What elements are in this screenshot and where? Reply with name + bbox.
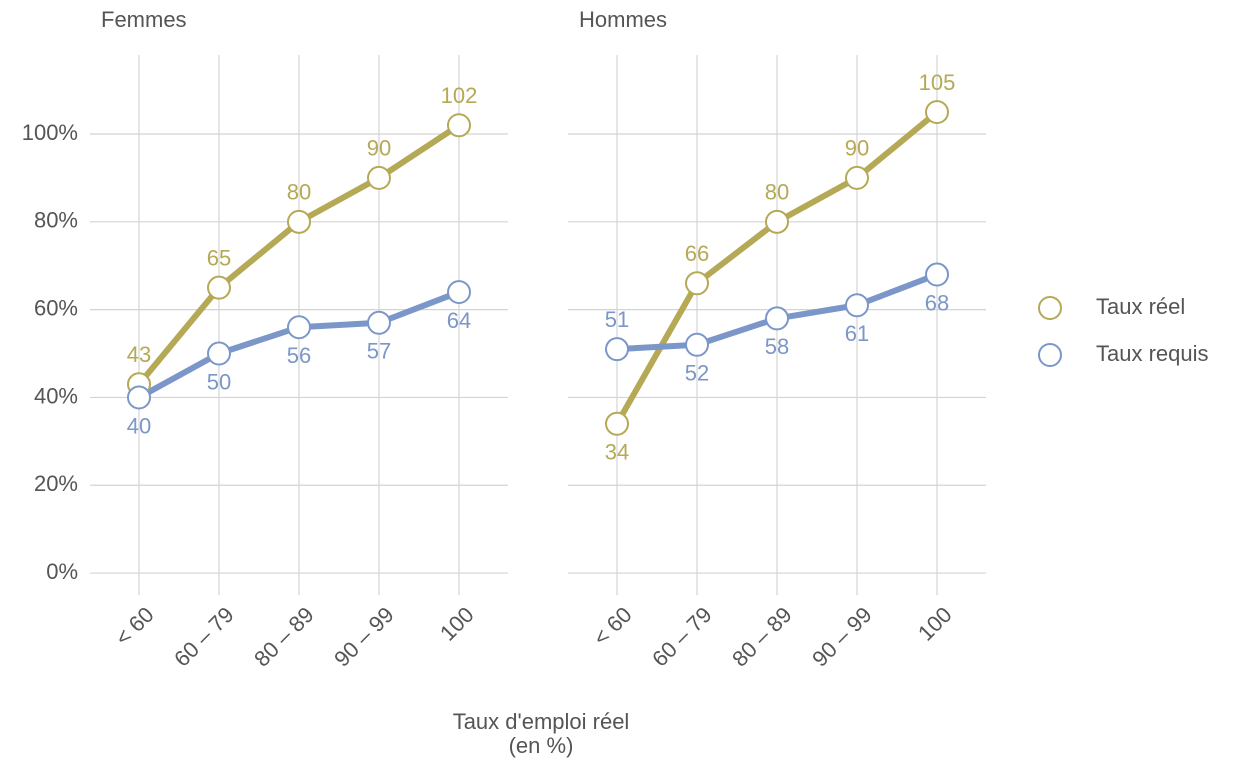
point xyxy=(367,310,391,335)
x-tick-label: 100 xyxy=(435,602,479,646)
x-tick-label: 90 – 99 xyxy=(807,602,877,672)
point xyxy=(685,332,709,357)
point xyxy=(367,165,391,190)
data-label: 51 xyxy=(605,307,629,332)
point xyxy=(925,262,949,287)
data-label: 58 xyxy=(765,334,789,359)
data-label: 102 xyxy=(441,83,478,108)
point xyxy=(287,315,311,340)
point xyxy=(207,275,231,300)
y-tick-label: 100% xyxy=(22,120,78,145)
point xyxy=(925,100,949,125)
y-tick-label: 60% xyxy=(34,295,78,320)
y-tick-label: 20% xyxy=(34,471,78,496)
data-label: 80 xyxy=(765,180,789,205)
legend-label: Taux requis xyxy=(1096,341,1209,366)
data-label: 90 xyxy=(845,136,869,161)
point xyxy=(447,280,471,305)
x-tick-label: 60 – 79 xyxy=(647,602,717,672)
data-label: 64 xyxy=(447,308,471,333)
point xyxy=(765,306,789,331)
y-tick-label: 0% xyxy=(46,559,78,584)
point xyxy=(287,209,311,234)
legend-marker xyxy=(1038,296,1062,320)
point xyxy=(765,209,789,234)
x-tick-label: 80 – 89 xyxy=(727,602,797,672)
data-label: 57 xyxy=(367,339,391,364)
data-label: 56 xyxy=(287,343,311,368)
x-axis-label: Taux d'emploi réel xyxy=(453,709,630,734)
y-tick-label: 40% xyxy=(34,383,78,408)
panel-title: Hommes xyxy=(579,7,667,32)
x-tick-label: 60 – 79 xyxy=(169,602,239,672)
data-label: 50 xyxy=(207,369,231,394)
data-label: 61 xyxy=(845,321,869,346)
point xyxy=(207,341,231,366)
data-label: 52 xyxy=(685,361,709,386)
data-label: 40 xyxy=(127,413,151,438)
y-tick-label: 80% xyxy=(34,208,78,233)
x-tick-label: < 60 xyxy=(588,602,636,650)
data-label: 90 xyxy=(367,136,391,161)
x-tick-label: 90 – 99 xyxy=(329,602,399,672)
point xyxy=(685,271,709,296)
point xyxy=(127,385,151,410)
panel-title: Femmes xyxy=(101,7,187,32)
x-tick-label: 100 xyxy=(913,602,957,646)
legend-marker xyxy=(1038,343,1062,367)
data-label: 65 xyxy=(207,245,231,270)
data-label: 43 xyxy=(127,342,151,367)
x-tick-label: 80 – 89 xyxy=(249,602,319,672)
data-label: 105 xyxy=(919,70,956,95)
legend-label: Taux réel xyxy=(1096,294,1185,319)
point xyxy=(845,293,869,318)
point xyxy=(447,113,471,138)
point xyxy=(605,337,629,362)
data-label: 34 xyxy=(605,440,629,465)
x-tick-label: < 60 xyxy=(110,602,158,650)
data-label: 66 xyxy=(685,241,709,266)
point xyxy=(605,411,629,436)
data-label: 80 xyxy=(287,180,311,205)
point xyxy=(845,165,869,190)
x-axis-label: (en %) xyxy=(509,733,574,758)
data-label: 68 xyxy=(925,290,949,315)
